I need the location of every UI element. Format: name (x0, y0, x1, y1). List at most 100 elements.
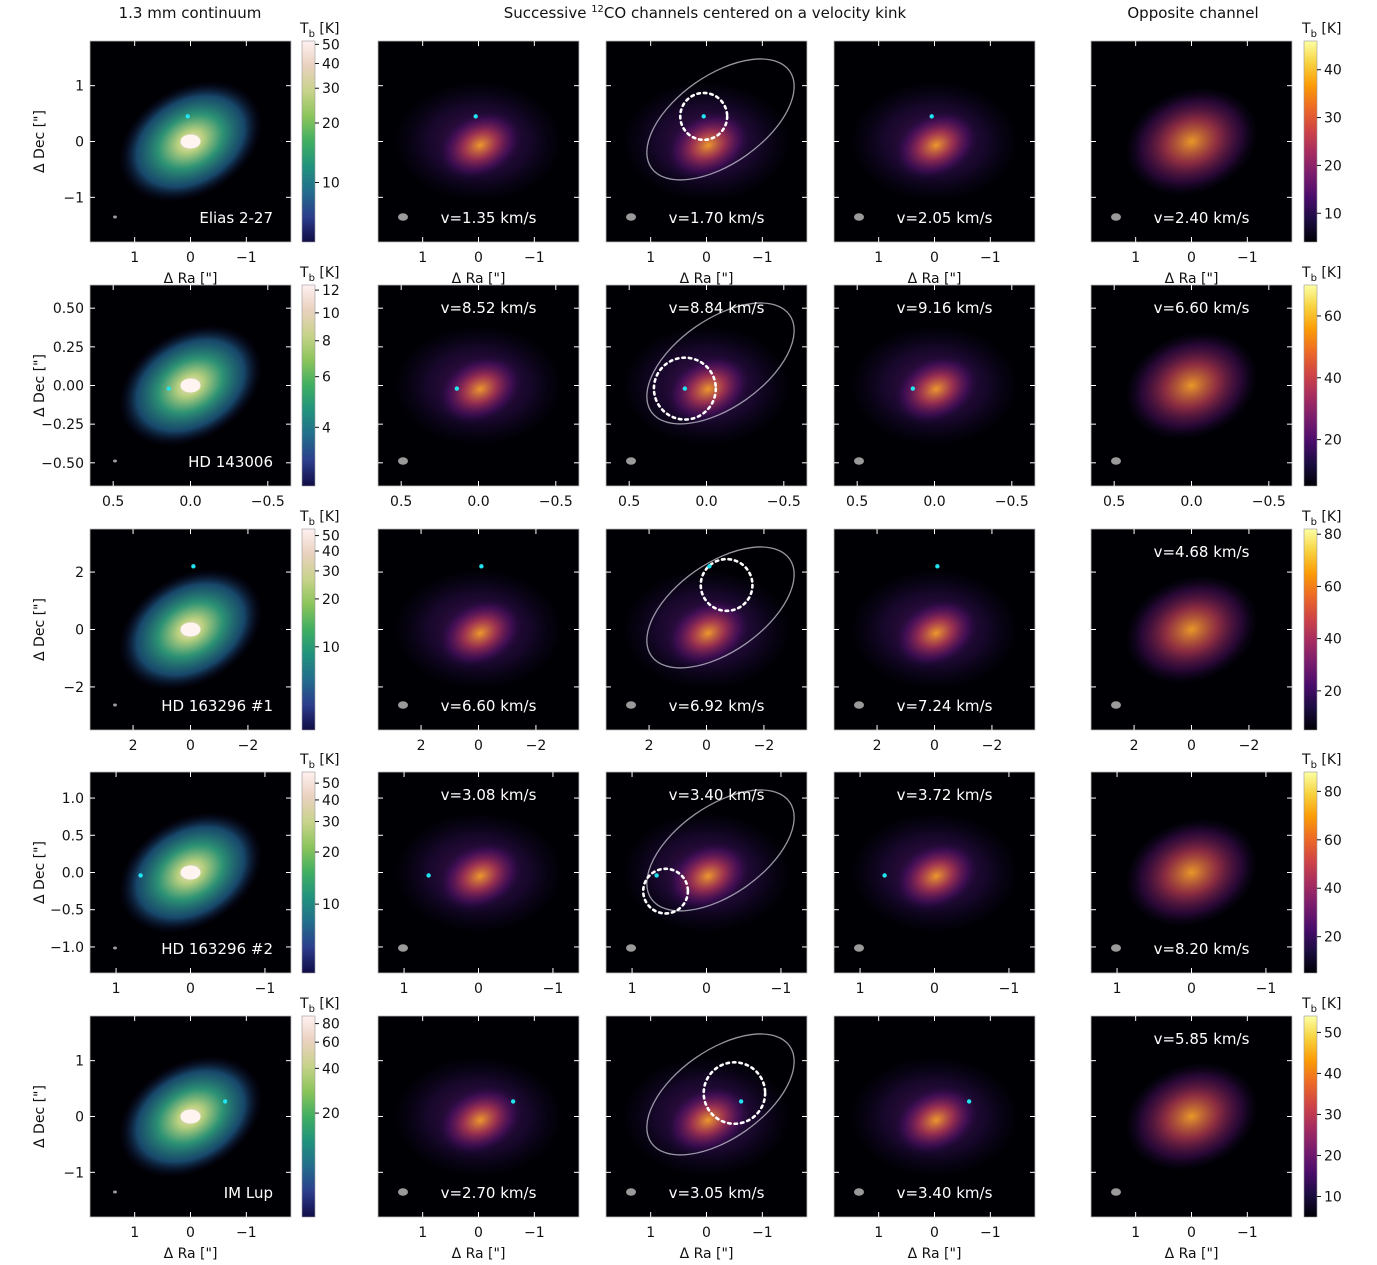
x-tick-label: 0.5 (390, 494, 412, 510)
colorbar-tick-label: 10 (322, 176, 340, 192)
planet-marker (191, 564, 196, 569)
x-tick-label: 1 (112, 981, 121, 997)
colorbar-title: Tb [K] (1301, 996, 1341, 1015)
colorbar-opposite: Tb [K] 20 40 60 80 (1301, 509, 1342, 731)
x-tick-label: −1 (524, 1225, 545, 1241)
velocity-label: v=2.40 km/s (1154, 209, 1250, 227)
colorbar-tick-label: 20 (1324, 930, 1342, 946)
colorbar-title-sub: b (1311, 760, 1317, 771)
colorbar-title-sub: b (309, 760, 315, 771)
kink-circle (641, 867, 690, 915)
panel-4-5: 1 0 −1 v=8.20 km/s (1090, 771, 1293, 997)
x-tick-label: −1 (999, 981, 1020, 997)
colorbar-tick-label: 40 (1324, 1066, 1342, 1082)
panel-5-5: 1 0 −1 v=5.85 km/s (1090, 1015, 1293, 1241)
y-axis-label: Δ Dec ["] (32, 841, 48, 904)
beam-ellipse (854, 1188, 864, 1196)
column-title-channels-sup: 12 (591, 4, 604, 15)
panel-5-3: 1 0 −1 v=3.05 km/s (605, 1015, 808, 1241)
planet-marker (473, 114, 478, 119)
channel-emission (437, 1085, 523, 1155)
panel-image (1111, 1062, 1259, 1196)
x-tick-label: 1 (1131, 1225, 1140, 1241)
x-axis-label: Δ Ra ["] (680, 1246, 734, 1262)
panel-image (113, 324, 262, 463)
velocity-label: v=6.60 km/s (441, 697, 537, 715)
x-tick-label: 1 (1113, 981, 1122, 997)
planet-marker (929, 114, 934, 119)
opposite-channel-emission (1124, 87, 1259, 196)
colorbar-tick-label: 20 (322, 116, 340, 132)
colorbar-title: Tb [K] (299, 752, 339, 771)
velocity-label: v=3.40 km/s (897, 1184, 993, 1202)
velocity-label: v=3.40 km/s (669, 786, 765, 804)
beam-ellipse (113, 1190, 117, 1194)
beam-ellipse (1111, 1188, 1121, 1196)
x-tick-label: −1 (543, 981, 564, 997)
colorbar-tick-label: 40 (1324, 63, 1342, 79)
x-tick-label: 0 (930, 1225, 939, 1241)
velocity-label: v=3.08 km/s (441, 786, 537, 804)
panel-image (850, 1056, 1019, 1196)
beam-ellipse (626, 944, 636, 952)
y-tick-label: 0.25 (53, 340, 84, 356)
y-tick-label: 0 (75, 135, 84, 151)
colorbar-title: Tb [K] (299, 996, 339, 1015)
x-tick-label: 1 (646, 250, 655, 266)
x-tick-label: 0.5 (846, 494, 868, 510)
x-tick-label: 0 (930, 981, 939, 997)
colorbar-title-main: T (299, 21, 309, 37)
panel-image (394, 564, 563, 709)
panel-4-4: 1 0 −1 v=3.72 km/s (833, 771, 1036, 997)
y-axis-label: Δ Dec ["] (32, 354, 48, 417)
colorbar-tick-label: 30 (322, 815, 340, 831)
continuum-core (180, 134, 201, 149)
x-tick-label: −1 (771, 981, 792, 997)
planet-marker (701, 114, 706, 119)
x-tick-label: −1 (752, 250, 773, 266)
colorbar-tick-label: 4 (322, 420, 331, 436)
velocity-label: v=6.92 km/s (669, 697, 765, 715)
x-axis-label: Δ Ra ["] (1165, 1246, 1219, 1262)
planet-marker (479, 564, 484, 569)
beam-ellipse (1111, 944, 1121, 952)
velocity-label: v=4.68 km/s (1154, 543, 1250, 561)
colorbar-fill (1303, 40, 1318, 243)
colorbar-tick-label: 40 (322, 57, 340, 73)
planet-marker (966, 1099, 972, 1104)
velocity-label: v=3.72 km/s (897, 786, 993, 804)
column-title-channels-suffix: CO channels centered on a velocity kink (603, 4, 907, 22)
panel-1-1: 1 0 −1 1 0 −1 Elias 2-27 (63, 40, 292, 266)
colorbar-title-sub: b (1311, 273, 1317, 284)
planet-marker (454, 386, 460, 391)
velocity-label: v=2.05 km/s (897, 209, 993, 227)
velocity-label: v=8.84 km/s (669, 299, 765, 317)
x-tick-label: 0.0 (1180, 494, 1202, 510)
colorbar-tick-label: 20 (1324, 158, 1342, 174)
x-tick-label: 1 (418, 1225, 427, 1241)
x-axis-label: Δ Ra ["] (452, 1246, 506, 1262)
y-axis-label: Δ Dec ["] (32, 110, 48, 173)
beam-ellipse (626, 701, 636, 709)
planet-marker (185, 114, 190, 119)
x-tick-label: 1 (856, 981, 865, 997)
x-axis-label: Δ Ra ["] (452, 271, 506, 287)
colorbar-title-sub: b (309, 517, 315, 528)
continuum-core (180, 622, 201, 637)
column-title-opposite: Opposite channel (1127, 4, 1259, 22)
x-tick-label: 0 (1187, 1225, 1196, 1241)
colorbar-title-unit: [K] (1317, 996, 1342, 1012)
x-tick-label: 2 (129, 738, 138, 754)
colorbar-opposite: Tb [K] 20 40 60 (1301, 265, 1342, 487)
beam-ellipse (398, 213, 408, 221)
colorbar-tick-label: 40 (322, 793, 340, 809)
y-tick-label: 0.5 (62, 828, 84, 844)
x-tick-label: −1 (255, 981, 276, 997)
channel-emission (665, 354, 751, 424)
x-tick-label: 0 (702, 1225, 711, 1241)
x-tick-label: 0 (1187, 738, 1196, 754)
x-tick-label: 1 (874, 1225, 883, 1241)
beam-ellipse (1111, 457, 1121, 465)
beam-ellipse (854, 701, 864, 709)
